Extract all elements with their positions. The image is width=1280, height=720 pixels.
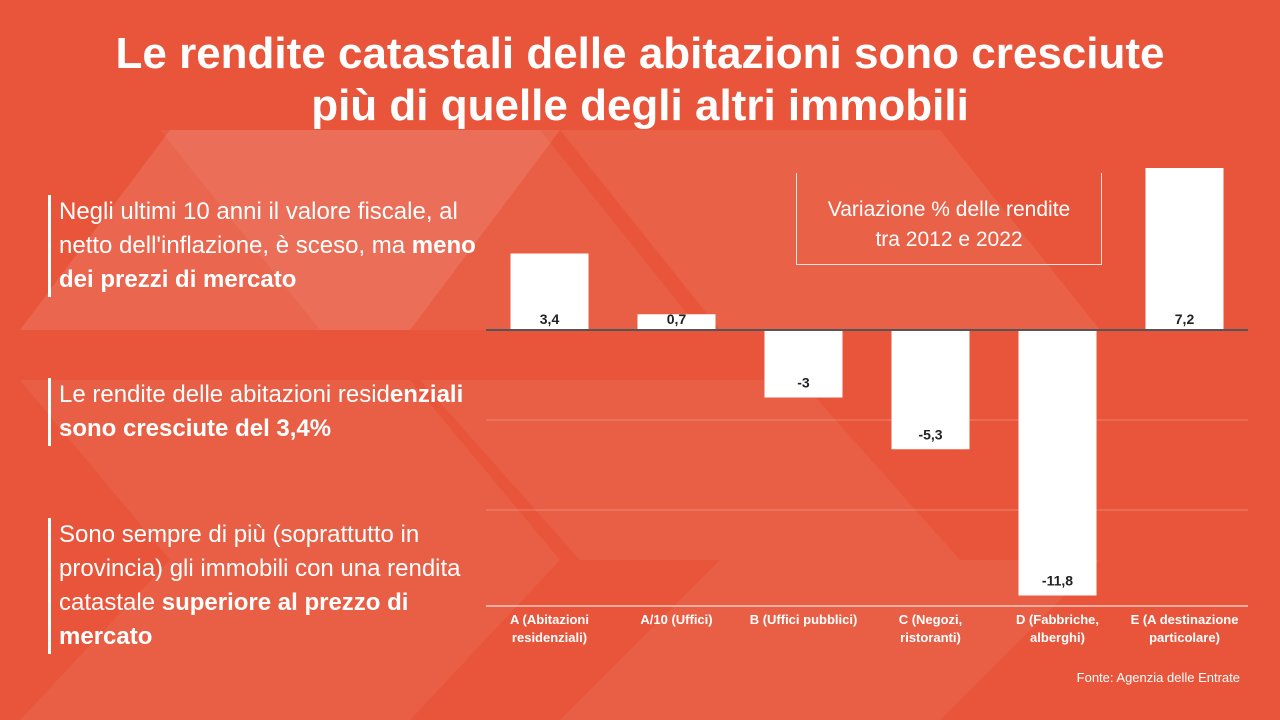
title-line-1: Le rendite catastali delle abitazioni so… [115, 29, 1165, 78]
data-label-6: 7,2 [1175, 311, 1195, 327]
data-label-5: -11,8 [1042, 573, 1073, 589]
x-tick-label-6-1: E (A destinazione [1131, 612, 1239, 627]
bar-3 [764, 330, 843, 398]
data-label-1: 3,4 [540, 311, 560, 327]
note-2-text: Le rendite delle abitazioni resid [59, 381, 390, 408]
x-tick-label-5-1: D (Fabbriche, [1016, 612, 1099, 627]
x-tick-label-6-2: particolare) [1149, 630, 1220, 645]
data-label-3: -3 [797, 375, 810, 391]
source-note: Fonte: Agenzia delle Entrate [1076, 670, 1240, 685]
note-1: Negli ultimi 10 anni il valore fiscale, … [48, 195, 499, 297]
chart-title-line-1: Variazione % delle rendite [827, 198, 1071, 221]
x-tick-label-5-2: alberghi) [1030, 630, 1085, 645]
bar-1 [510, 253, 589, 330]
x-tick-label-4-2: ristoranti) [900, 630, 961, 645]
bar-5 [1018, 330, 1097, 596]
note-1-bold: meno dei prezzi di mercato [59, 232, 476, 293]
page-title: Le rendite catastali delle abitazioni so… [20, 28, 1260, 132]
x-tick-label-2-1: A/10 (Uffici) [640, 612, 712, 627]
x-tick-label-3-1: B (Uffici pubblici) [750, 612, 858, 627]
note-3: Sono sempre di più (soprattutto in provi… [48, 518, 499, 654]
note-2: Le rendite delle abitazioni residenziali… [48, 378, 499, 446]
note-3-bold: superiore al prezzo di mercato [59, 589, 409, 650]
note-2-bold: enziali sono cresciute del 3,4% [59, 381, 464, 442]
bar-6 [1145, 168, 1224, 330]
data-label-2: 0,7 [667, 311, 687, 327]
x-tick-label-1-1: A (Abitazioni [510, 612, 589, 627]
data-label-4: -5,3 [918, 426, 942, 442]
note-3-text: Sono sempre di più (soprattutto in provi… [59, 521, 461, 616]
note-1-text: Negli ultimi 10 anni il valore fiscale, … [59, 198, 458, 259]
chart-title-line-2: tra 2012 e 2022 [875, 228, 1023, 251]
bar-2 [637, 314, 716, 330]
title-line-2: più di quelle degli altri immobili [311, 81, 969, 130]
x-tick-label-4-1: C (Negozi, [899, 612, 963, 627]
chart-title-box: Variazione % delle rendite tra 2012 e 20… [796, 173, 1102, 265]
x-tick-label-1-2: residenziali) [512, 630, 587, 645]
bar-4 [891, 330, 970, 450]
